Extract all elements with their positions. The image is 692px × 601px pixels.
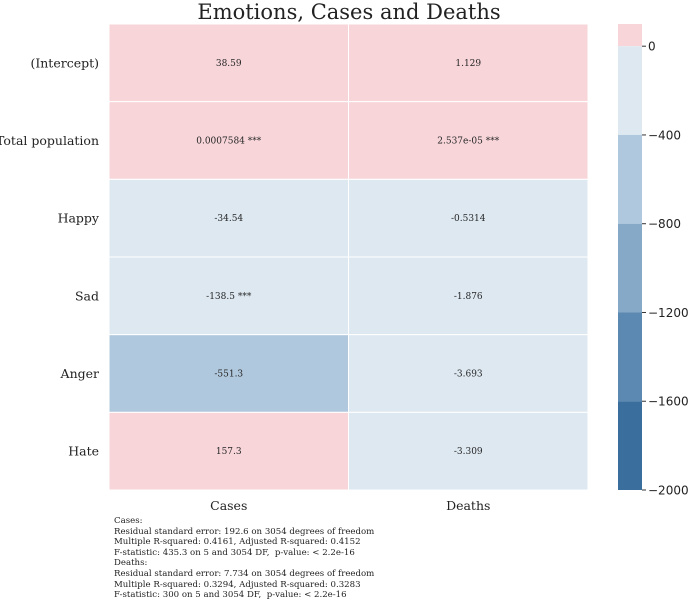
colorbar-tick-label: −800 — [648, 217, 681, 231]
colorbar-tick-label: −400 — [648, 128, 681, 142]
model-summary-notes: Cases: Residual standard error: 192.6 on… — [114, 516, 374, 601]
heatmap-cell — [348, 101, 589, 180]
column-label: Deaths — [446, 498, 490, 513]
note-line: Multiple R-squared: 0.3294, Adjusted R-s… — [114, 579, 361, 590]
colorbar-segment — [618, 24, 642, 47]
note-line: Residual standard error: 7.734 on 3054 d… — [114, 568, 375, 579]
row-label: Anger — [60, 366, 99, 381]
colorbar-segment — [618, 46, 642, 135]
cell-value-label: -34.54 — [214, 214, 243, 224]
cell-value-label: -551.3 — [214, 370, 243, 380]
heatmap-cell — [348, 334, 589, 413]
colorbar-tick-label: −1600 — [648, 395, 689, 409]
cell-value-label: -0.5314 — [451, 214, 486, 224]
row-label: Hate — [68, 444, 99, 459]
heatmap-cell — [108, 23, 349, 103]
cell-value-label: 157.3 — [216, 447, 242, 457]
row-label: Sad — [75, 288, 99, 303]
cell-value-label: -1.876 — [454, 292, 483, 302]
colorbar-tick-label: −1200 — [648, 306, 689, 320]
cell-value-label: -3.693 — [454, 370, 483, 380]
cell-value-label: -138.5 *** — [206, 292, 252, 302]
cell-value-label: 1.129 — [455, 59, 481, 69]
note-line: Residual standard error: 192.6 on 3054 d… — [114, 526, 375, 537]
row-label: (Intercept) — [30, 55, 99, 70]
column-label: Cases — [210, 498, 247, 513]
heatmap-cell — [108, 101, 349, 180]
colorbar-tick-label: 0 — [648, 40, 656, 54]
heatmap-cell — [348, 178, 589, 258]
heatmap-cell — [108, 178, 349, 258]
note-line: Cases: — [114, 516, 143, 526]
chart-title: Emotions, Cases and Deaths — [197, 0, 500, 24]
cell-value-label: -3.309 — [454, 447, 483, 457]
colorbar-segment — [618, 401, 642, 490]
colorbar-tick-label: −2000 — [648, 484, 689, 498]
colorbar-segment — [618, 312, 642, 402]
cell-value-label: 2.537e-05 *** — [437, 137, 499, 147]
note-line: Deaths: — [114, 558, 148, 569]
row-label: Happy — [58, 211, 100, 226]
heatmap-cell — [348, 256, 589, 336]
row-label: Total population — [0, 133, 99, 148]
heatmap-cell — [348, 23, 589, 103]
colorbar-segment — [618, 134, 642, 224]
heatmap-cell — [348, 411, 589, 491]
cell-value-label: 0.0007584 *** — [196, 137, 262, 147]
note-line: F-statistic: 300 on 5 and 3054 DF, p-val… — [114, 590, 347, 601]
note-line: F-statistic: 435.3 on 5 and 3054 DF, p-v… — [114, 547, 355, 558]
colorbar-segment — [618, 223, 642, 313]
cell-value-label: 38.59 — [216, 59, 242, 69]
note-line: Multiple R-squared: 0.4161, Adjusted R-s… — [114, 537, 361, 548]
